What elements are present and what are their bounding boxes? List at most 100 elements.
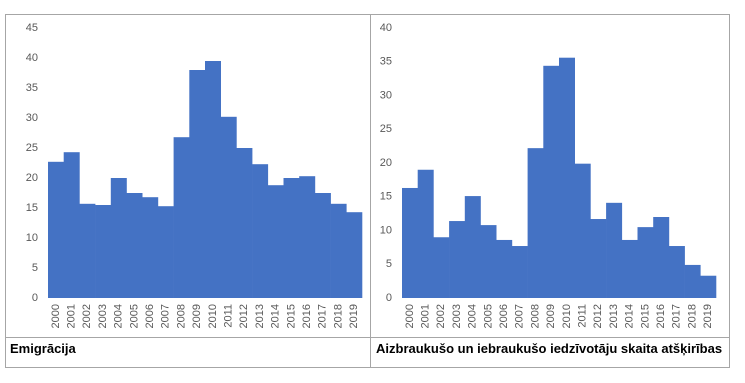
caption: Emigrācija (10, 341, 76, 356)
y-tick-label: 30 (26, 112, 38, 124)
x-tick-label: 2006 (498, 304, 510, 328)
y-tick-label: 15 (26, 202, 38, 214)
x-tick-label: 2003 (97, 304, 109, 328)
y-tick-label: 20 (26, 172, 38, 184)
y-tick-label: 5 (386, 258, 392, 270)
y-tick-label: 0 (32, 292, 38, 304)
x-tick-label: 2009 (191, 304, 203, 328)
x-tick-label: 2019 (702, 304, 714, 328)
bar (511, 246, 528, 298)
bar (700, 275, 717, 298)
x-tick-label: 2012 (238, 304, 250, 328)
bar (543, 65, 560, 298)
x-tick-label: 2012 (592, 304, 604, 328)
x-tick-label: 2001 (419, 304, 431, 328)
x-tick-label: 2000 (50, 304, 62, 328)
bar (449, 221, 466, 298)
bar (480, 225, 497, 298)
bar (559, 57, 575, 299)
bar (205, 61, 221, 298)
x-tick-label: 2009 (545, 304, 557, 328)
table-border (5, 14, 730, 368)
x-tick-label: 2002 (81, 304, 93, 328)
x-tick-label: 2017 (317, 304, 329, 328)
y-tick-label: 10 (380, 224, 392, 236)
x-tick-label: 2005 (482, 304, 494, 328)
x-tick-label: 2017 (671, 304, 683, 328)
bar (236, 148, 253, 298)
bar (48, 161, 64, 298)
bar (79, 203, 96, 298)
bar (621, 239, 638, 298)
x-tick-label: 2011 (222, 304, 234, 328)
bar (637, 227, 654, 298)
bar (110, 178, 127, 298)
x-tick-label: 2014 (624, 304, 636, 328)
bar (220, 116, 237, 298)
x-tick-label: 2018 (686, 304, 698, 328)
bar (252, 164, 269, 298)
y-tick-label: 25 (26, 142, 38, 154)
bar (346, 212, 363, 298)
bar (314, 193, 331, 298)
x-tick-label: 2005 (128, 304, 140, 328)
y-tick-label: 25 (380, 123, 392, 135)
y-tick-label: 35 (26, 82, 38, 94)
x-tick-label: 2018 (332, 304, 344, 328)
bar (433, 237, 450, 298)
caption: Aizbraukušo un iebraukušo iedzīvotāju sk… (376, 341, 723, 356)
bar (527, 148, 544, 298)
x-tick-label: 2008 (529, 304, 541, 328)
x-tick-label: 2010 (561, 304, 573, 328)
bar (417, 169, 434, 298)
bar (267, 185, 284, 298)
y-tick-label: 10 (26, 232, 38, 244)
y-tick-label: 35 (380, 56, 392, 68)
bar (402, 187, 418, 298)
bar (668, 246, 685, 298)
y-tick-label: 40 (26, 52, 38, 64)
y-tick-label: 40 (380, 22, 392, 34)
x-tick-label: 2013 (608, 304, 620, 328)
y-tick-label: 20 (380, 157, 392, 169)
x-tick-label: 2015 (285, 304, 297, 328)
bar (464, 196, 481, 298)
bar (606, 202, 623, 298)
bar (126, 193, 143, 298)
y-tick-label: 30 (380, 89, 392, 101)
bar (142, 197, 159, 298)
bar (283, 178, 300, 298)
x-tick-label: 2003 (451, 304, 463, 328)
bar (157, 206, 174, 298)
bar (684, 264, 701, 298)
x-tick-label: 2000 (404, 304, 416, 328)
bar (590, 219, 607, 298)
bar (653, 217, 670, 298)
bar (189, 70, 206, 298)
x-tick-label: 2008 (175, 304, 187, 328)
y-tick-label: 5 (32, 262, 38, 274)
x-tick-label: 2015 (639, 304, 651, 328)
y-tick-label: 45 (26, 22, 38, 34)
x-tick-label: 2004 (467, 304, 479, 328)
bar (95, 205, 112, 298)
x-tick-label: 2016 (655, 304, 667, 328)
bar (330, 203, 347, 298)
x-tick-label: 2013 (254, 304, 266, 328)
x-tick-label: 2007 (160, 304, 172, 328)
x-tick-label: 2016 (301, 304, 313, 328)
bar (574, 163, 591, 298)
x-tick-label: 2011 (576, 304, 588, 328)
x-tick-label: 2014 (270, 304, 282, 328)
x-tick-label: 2002 (435, 304, 447, 328)
bar (496, 239, 513, 298)
x-tick-label: 2006 (144, 304, 156, 328)
bar (173, 137, 190, 298)
bar (299, 176, 316, 298)
x-tick-label: 2010 (207, 304, 219, 328)
x-tick-label: 2019 (348, 304, 360, 328)
x-tick-label: 2007 (514, 304, 526, 328)
y-tick-label: 0 (386, 292, 392, 304)
